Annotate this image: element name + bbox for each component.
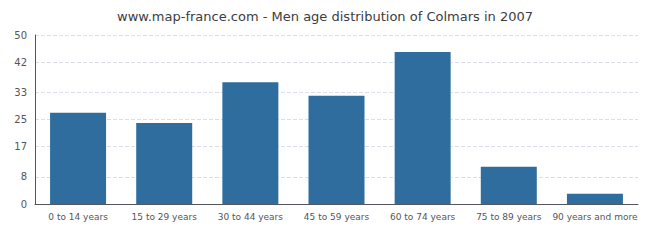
svg-text:30 to 44 years: 30 to 44 years (218, 212, 284, 222)
svg-text:75 to 89 years: 75 to 89 years (476, 212, 542, 222)
svg-text:0 to 14 years: 0 to 14 years (48, 212, 108, 222)
svg-text:8: 8 (21, 171, 27, 182)
svg-text:0: 0 (21, 199, 27, 210)
svg-text:25: 25 (14, 114, 27, 125)
svg-text:60 to 74 years: 60 to 74 years (390, 212, 456, 222)
svg-text:15 to 29 years: 15 to 29 years (132, 212, 198, 222)
svg-text:17: 17 (14, 141, 27, 152)
svg-text:33: 33 (14, 87, 27, 98)
svg-text:www.map-france.com - Men age d: www.map-france.com - Men age distributio… (117, 9, 533, 24)
svg-text:90 years and more: 90 years and more (552, 212, 638, 222)
svg-text:45 to 59 years: 45 to 59 years (304, 212, 370, 222)
svg-text:42: 42 (14, 57, 27, 68)
svg-text:50: 50 (14, 30, 27, 41)
